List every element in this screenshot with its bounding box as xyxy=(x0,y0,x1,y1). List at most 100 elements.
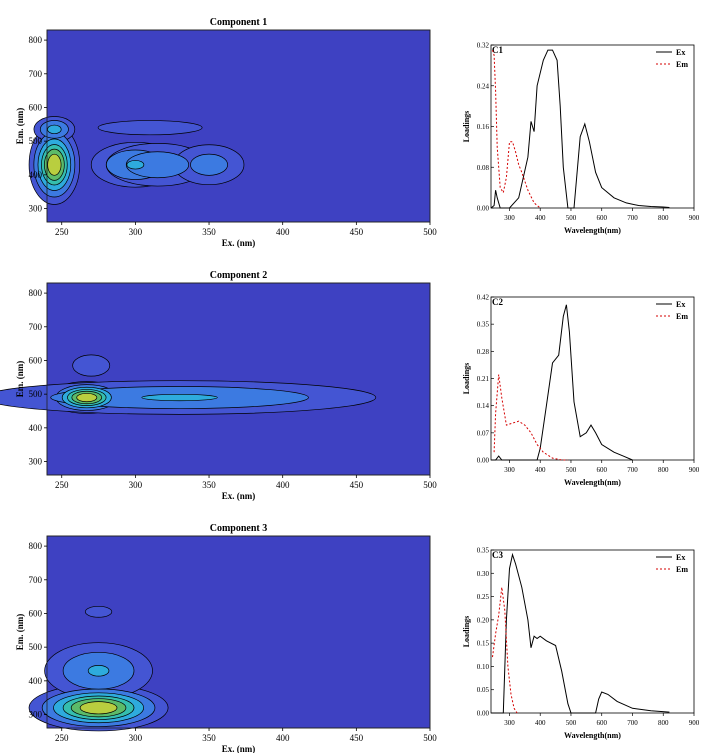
y-tick-label: 300 xyxy=(29,457,43,467)
y-tick-label: 600 xyxy=(29,608,43,618)
y-tick-label: 0.42 xyxy=(477,294,490,302)
x-tick-label: 600 xyxy=(596,214,607,222)
y-tick-label: 800 xyxy=(29,541,43,551)
panel-label: C1 xyxy=(492,45,503,55)
y-axis-label: Loadings xyxy=(462,616,471,648)
y-tick-label: 300 xyxy=(29,710,43,720)
x-tick-label: 450 xyxy=(350,480,364,490)
plot-frame xyxy=(490,44,695,209)
y-tick-label: 600 xyxy=(29,355,43,365)
contour-level-2-peak-4 xyxy=(125,151,190,179)
y-axis-label: Loadings xyxy=(462,363,471,395)
x-tick-label: 500 xyxy=(566,466,577,474)
heatmap-panel-2: Component 2 250 300 350 400 450 500 300 400 500 60… xyxy=(0,270,437,501)
y-tick-label: 400 xyxy=(29,423,43,433)
heatmap-frame xyxy=(46,535,431,729)
loadings-panel-3: 300 400 500 600 700 800 900 0.00 0.05 0.10 0.15 0.2… xyxy=(462,547,700,741)
contour-level-2-peak-5 xyxy=(190,153,228,176)
x-tick-label: 800 xyxy=(658,466,669,474)
x-tick-label: 500 xyxy=(423,480,437,490)
contour-level-3-peak-2 xyxy=(87,664,110,677)
loadings-panel-1: 300 400 500 600 700 800 900 0.00 0.08 0.16 0.24 0.3… xyxy=(462,42,700,236)
y-tick-label: 0.08 xyxy=(477,164,490,172)
series-line-em xyxy=(493,374,568,461)
series-line-ex xyxy=(491,552,670,714)
y-tick-label: 0.20 xyxy=(477,616,490,624)
contour-level-6-peak-1 xyxy=(76,392,98,403)
y-tick-label: 700 xyxy=(29,575,43,585)
x-tick-label: 250 xyxy=(55,227,69,237)
y-tick-label: 0.16 xyxy=(477,123,490,131)
loadings-panel-2: 300 400 500 600 700 800 900 0.00 0.07 0.14 0.21 0.2… xyxy=(462,294,700,488)
x-tick-label: 500 xyxy=(423,733,437,743)
panel-label: C3 xyxy=(492,550,503,560)
y-tick-label: 0.35 xyxy=(477,547,490,555)
x-tick-label: 400 xyxy=(535,719,546,727)
series-line-ex xyxy=(490,49,670,209)
y-axis-label: Em. (nm) xyxy=(15,614,25,651)
heatmap-panel-1: Component 1 250 300 350 400 450 500 300 400 500 60… xyxy=(15,17,437,248)
x-axis-label: Ex. (nm) xyxy=(222,744,256,753)
x-tick-label: 350 xyxy=(202,480,216,490)
y-tick-label: 0.28 xyxy=(477,348,490,356)
y-tick-label: 0.24 xyxy=(477,82,490,90)
x-tick-label: 450 xyxy=(350,733,364,743)
x-tick-label: 300 xyxy=(504,214,515,222)
x-tick-label: 900 xyxy=(689,214,700,222)
contour-level-6-peak-1 xyxy=(47,153,62,176)
panel-label: C2 xyxy=(492,297,503,307)
contour-level-1-peak-3 xyxy=(84,605,113,618)
contour-level-1-peak-6 xyxy=(97,120,203,136)
plot-frame xyxy=(490,549,695,714)
y-tick-label: 0.00 xyxy=(477,710,490,718)
y-tick-label: 600 xyxy=(29,102,43,112)
y-tick-label: 300 xyxy=(29,204,43,214)
legend-label-ex: Ex xyxy=(676,553,685,562)
x-tick-label: 300 xyxy=(129,733,143,743)
y-tick-label: 800 xyxy=(29,288,43,298)
contour-level-3-peak-2 xyxy=(141,393,218,402)
x-tick-label: 300 xyxy=(129,480,143,490)
heatmap-panel-3: Component 3 250 300 350 400 450 500 300 400 500 60… xyxy=(15,523,437,753)
y-tick-label: 0.25 xyxy=(477,593,490,601)
legend-label-em: Em xyxy=(676,565,688,574)
x-tick-label: 900 xyxy=(689,466,700,474)
series-line-ex xyxy=(491,304,633,461)
y-tick-label: 0.30 xyxy=(477,570,490,578)
y-tick-label: 400 xyxy=(29,676,43,686)
y-axis-label: Em. (nm) xyxy=(15,108,25,145)
x-tick-label: 700 xyxy=(627,466,638,474)
y-tick-label: 700 xyxy=(29,322,43,332)
x-tick-label: 600 xyxy=(596,466,607,474)
x-tick-label: 400 xyxy=(276,227,290,237)
x-tick-label: 400 xyxy=(535,214,546,222)
x-tick-label: 700 xyxy=(627,214,638,222)
y-axis-label: Em. (nm) xyxy=(15,361,25,398)
x-tick-label: 500 xyxy=(423,227,437,237)
x-tick-label: 500 xyxy=(566,214,577,222)
x-axis-label: Ex. (nm) xyxy=(222,491,256,501)
y-tick-label: 0.21 xyxy=(477,375,490,383)
x-tick-label: 300 xyxy=(504,466,515,474)
y-tick-label: 500 xyxy=(29,389,43,399)
x-tick-label: 300 xyxy=(129,227,143,237)
y-tick-label: 500 xyxy=(29,642,43,652)
x-tick-label: 900 xyxy=(689,719,700,727)
y-tick-label: 0.35 xyxy=(477,321,490,329)
contour-level-6-peak-1 xyxy=(79,701,118,715)
x-tick-label: 400 xyxy=(535,466,546,474)
x-tick-label: 800 xyxy=(658,719,669,727)
heatmap-title: Component 2 xyxy=(210,270,268,281)
y-tick-label: 400 xyxy=(29,170,43,180)
x-tick-label: 400 xyxy=(276,480,290,490)
heatmap-title: Component 3 xyxy=(210,523,268,534)
x-axis-label: Wavelength(nm) xyxy=(564,478,621,487)
contour-level-3-peak-2 xyxy=(47,124,62,135)
y-tick-label: 500 xyxy=(29,136,43,146)
x-tick-label: 250 xyxy=(55,480,69,490)
heatmap-frame xyxy=(46,282,431,476)
x-axis-label: Ex. (nm) xyxy=(222,238,256,248)
y-tick-label: 0.14 xyxy=(477,402,490,410)
x-tick-label: 450 xyxy=(350,227,364,237)
